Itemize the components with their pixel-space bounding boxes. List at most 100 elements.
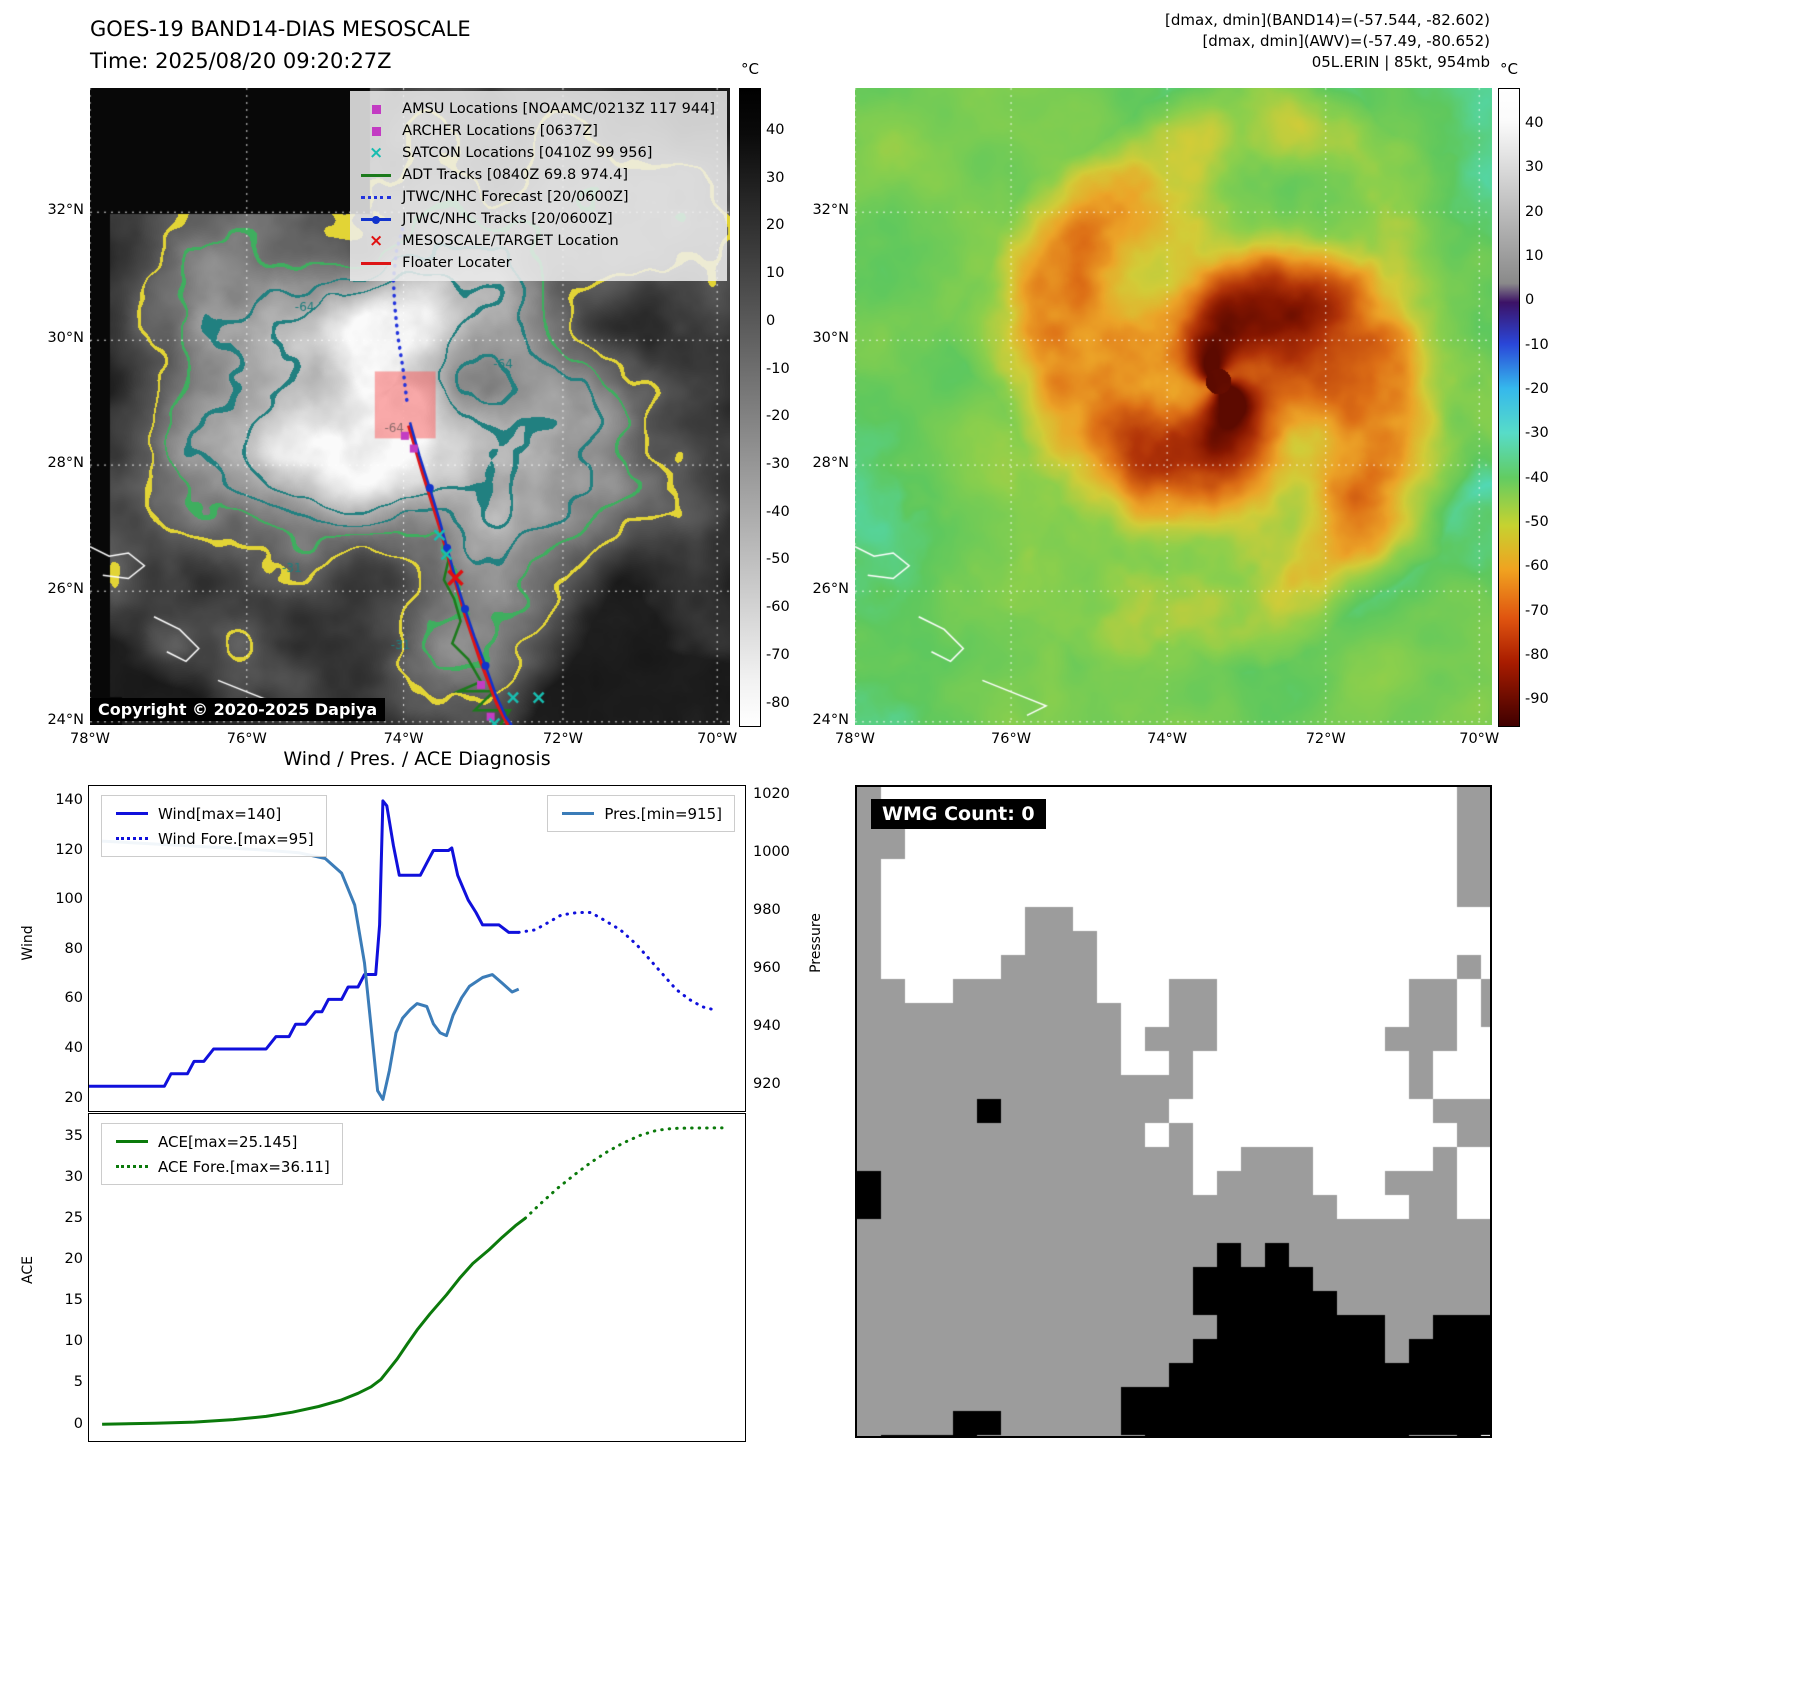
right-panel-header: [dmax, dmin](BAND14)=(-57.544, -82.602) … [900, 10, 1490, 73]
y-tick-left: 25 [64, 1210, 83, 1227]
colorbar-tick-label: -80 [1525, 647, 1549, 664]
colorbar-tick-label: 20 [766, 217, 785, 234]
lon-tick-label: 78°W [69, 731, 111, 747]
legend-item: Wind Fore.[max=95] [114, 826, 314, 851]
legend-label: AMSU Locations [NOAAMC/0213Z 117 944] [402, 101, 715, 117]
storm-id-intensity: 05L.ERIN | 85kt, 954mb [1311, 53, 1490, 71]
band14-map-panel: AMSU Locations [NOAAMC/0213Z 117 944] ARC… [47, 88, 737, 747]
legend-label: Floater Locater [402, 255, 512, 271]
colorbar-tick-label: 20 [1525, 203, 1544, 220]
x-cyan-icon: × [369, 142, 384, 163]
dotted-blue-icon [358, 195, 394, 199]
y-tick-left: 10 [64, 1333, 83, 1350]
lon-tick-label: 72°W [542, 731, 583, 747]
lat-tick-label: 32°N [812, 202, 849, 219]
wind-pressure-series [517, 911, 714, 1011]
colorbar-tick-label: -40 [1525, 469, 1549, 486]
legend-item: Pres.[min=915] [560, 801, 722, 826]
awv-colorbar: 40 30 20 10 0 -10 -20 -30 -40 -50 -60 -70 -80 -90 [1498, 88, 1549, 727]
colorbar-tick-label: -60 [1525, 558, 1549, 575]
colorbar-tick-label: 30 [766, 169, 785, 186]
legend-label: Pres.[min=915] [604, 804, 722, 823]
legend-label: ACE Fore.[max=36.11] [158, 1157, 330, 1176]
colorbar-tick-label: -30 [1525, 425, 1549, 442]
colorbar-tick-label: 30 [1525, 159, 1544, 176]
legend-item: JTWC/NHC Forecast [20/0600Z] [358, 186, 715, 208]
colorbar-tick-label: -60 [766, 599, 790, 616]
y-tick-right: 920 [753, 1075, 781, 1092]
colorbar-tick-label: -90 [1525, 691, 1549, 708]
colorbar-tick-label: -40 [766, 503, 790, 520]
wind-pressure-series [89, 799, 519, 1088]
colorbar-tick-label: -10 [1525, 336, 1549, 353]
line-dot-blue-icon [358, 215, 394, 224]
line-red-icon [358, 261, 394, 265]
wind-pressure-chart: Wind[max=140] Wind Fore.[max=95] Pres.[mi… [55, 785, 790, 1112]
goes-time: Time: 2025/08/20 09:20:27Z [90, 48, 392, 73]
lat-tick-label: 30°N [812, 330, 849, 347]
colorbar-tick-label: 40 [1525, 115, 1544, 132]
y-tick-left: 30 [64, 1169, 83, 1186]
colorbar-tick-label: 0 [1525, 292, 1535, 309]
colorbar-tick-label: 10 [766, 265, 785, 282]
y-tick-right: 1000 [753, 843, 790, 860]
wind-pressure-series [102, 839, 520, 1101]
band14-colorbar-unit: °C [741, 60, 759, 78]
dotted-line-icon [114, 837, 150, 840]
left-panel-title: GOES-19 BAND14-DIAS MESOSCALE Time: 2025… [90, 14, 471, 77]
dmax-dmin-awv: [dmax, dmin](AWV)=(-57.49, -80.652) [1202, 32, 1490, 50]
legend-label: JTWC/NHC Forecast [20/0600Z] [402, 189, 629, 205]
square-magenta-icon [358, 104, 394, 114]
lon-tick-label: 76°W [991, 731, 1032, 747]
y-tick-left: 5 [73, 1374, 83, 1391]
diagnosis-chart-title: Wind / Pres. / ACE Diagnosis [283, 748, 551, 770]
pressure-axis-label: Pressure [808, 913, 824, 973]
legend-item: ACE[max=25.145] [114, 1129, 330, 1154]
wind-legend: Wind[max=140] Wind Fore.[max=95] [101, 795, 327, 857]
legend-label: SATCON Locations [0410Z 99 956] [402, 145, 653, 161]
copyright-label: Copyright © 2020-2025 Dapiya [90, 698, 386, 721]
band14-colorbar: 40 30 20 10 0 -10 -20 -30 -40 -50 -60 -70 -80 [739, 88, 790, 727]
y-tick-left: 120 [55, 841, 83, 858]
legend-item: × MESOSCALE/TARGET Location [358, 230, 715, 252]
colorbar-tick-label: -50 [1525, 514, 1549, 531]
lat-tick-label: 32°N [47, 202, 84, 219]
colorbar-tick-label: -10 [766, 360, 790, 377]
colorbar-tick-label: -20 [766, 408, 790, 425]
lat-tick-label: 30°N [47, 330, 84, 347]
y-tick-left: 140 [55, 791, 83, 808]
colorbar-tick-label: -70 [1525, 602, 1549, 619]
lon-tick-label: 72°W [1305, 731, 1346, 747]
colorbar-tick-label: 40 [766, 122, 785, 139]
goes-title: GOES-19 BAND14-DIAS MESOSCALE [90, 17, 471, 41]
dmax-dmin-band14: [dmax, dmin](BAND14)=(-57.544, -82.602) [1165, 11, 1490, 29]
legend-item: × SATCON Locations [0410Z 99 956] [358, 142, 715, 164]
x-red-icon: × [369, 230, 384, 251]
line-green-icon [358, 173, 394, 177]
wind-axis-label: Wind [20, 925, 36, 961]
square-magenta-icon [358, 126, 394, 136]
legend-label: MESOSCALE/TARGET Location [402, 233, 619, 249]
y-tick-right: 1020 [753, 785, 790, 802]
lon-tick-label: 74°W [383, 731, 424, 747]
lat-tick-label: 28°N [812, 455, 849, 472]
legend-item: JTWC/NHC Tracks [20/0600Z] [358, 208, 715, 230]
legend-label: ARCHER Locations [0637Z] [402, 123, 598, 139]
legend-label: JTWC/NHC Tracks [20/0600Z] [402, 211, 613, 227]
colorbar-tick-label: -20 [1525, 381, 1549, 398]
pressure-legend: Pres.[min=915] [547, 795, 735, 832]
solid-line-icon [114, 1140, 150, 1143]
ace-axis-label: ACE [20, 1256, 36, 1284]
colorbar-tick-label: -80 [766, 694, 790, 711]
ace-series [102, 1217, 527, 1426]
ace-chart: ACE[max=25.145] ACE Fore.[max=36.11] 0 5 10… [65, 1113, 746, 1442]
lat-tick-label: 24°N [812, 711, 849, 728]
lat-tick-label: 28°N [47, 455, 84, 472]
y-tick-right: 940 [753, 1017, 781, 1034]
legend-item: Floater Locater [358, 252, 715, 274]
lat-tick-label: 26°N [47, 581, 84, 598]
y-tick-left: 15 [64, 1292, 83, 1309]
y-tick-left: 20 [64, 1251, 83, 1268]
y-tick-left: 60 [64, 990, 83, 1007]
